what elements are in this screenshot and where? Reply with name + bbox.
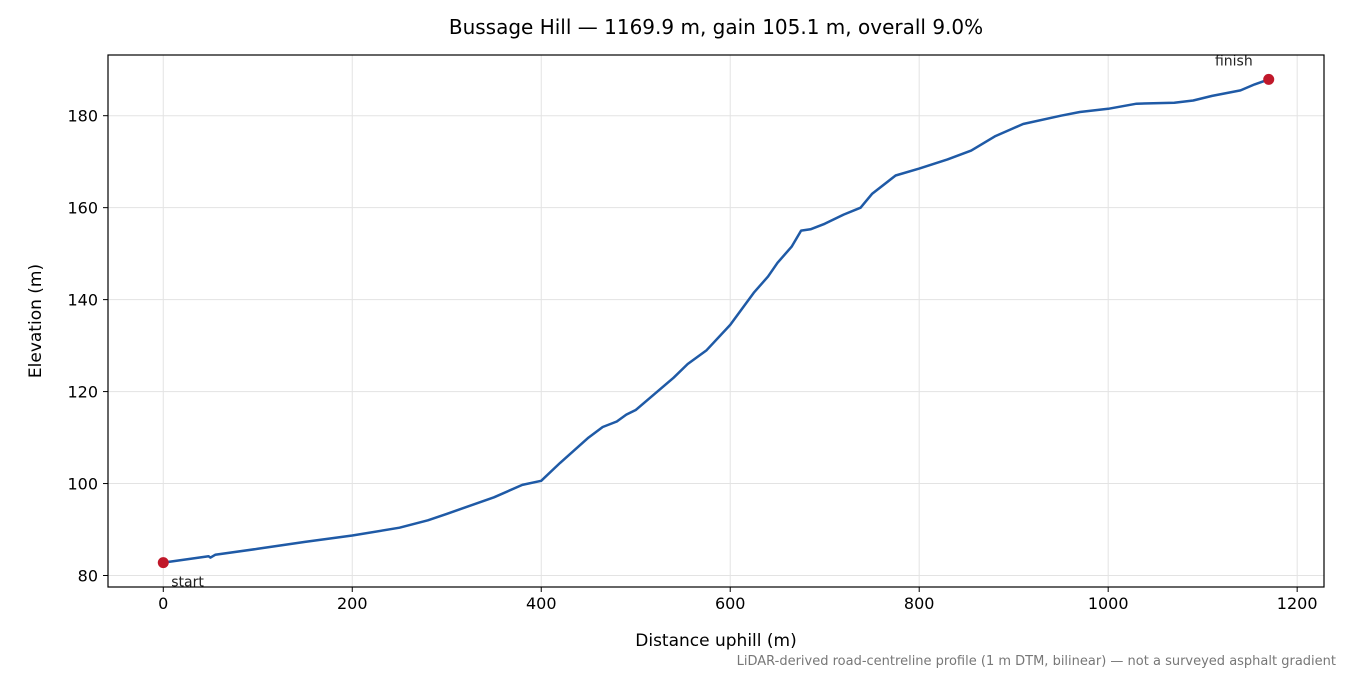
chart-title: Bussage Hill — 1169.9 m, gain 105.1 m, o…	[449, 15, 983, 39]
endpoint-marker	[1263, 73, 1275, 85]
x-tick-label: 0	[158, 594, 168, 613]
endpoint-annotation: finish	[1215, 53, 1253, 69]
x-tick-label: 1000	[1088, 594, 1129, 613]
footnote: LiDAR-derived road-centreline profile (1…	[737, 654, 1336, 669]
x-tick-label: 1200	[1277, 594, 1318, 613]
x-tick-label: 200	[337, 594, 368, 613]
y-tick-label: 160	[67, 199, 98, 218]
elevation-line	[163, 78, 1270, 564]
y-tick-label: 120	[67, 383, 98, 402]
y-tick-label: 100	[67, 475, 98, 494]
endpoint-marker	[157, 557, 169, 569]
x-tick-label: 400	[526, 594, 557, 613]
x-tick-label: 800	[904, 594, 935, 613]
x-tick-label: 600	[715, 594, 746, 613]
y-tick-label: 140	[67, 291, 98, 310]
y-tick-label: 180	[67, 107, 98, 126]
y-tick-label: 80	[78, 567, 98, 586]
y-axis-label: Elevation (m)	[26, 264, 46, 378]
plot-frame	[107, 54, 1325, 588]
endpoint-annotation: start	[171, 575, 204, 591]
x-axis-label: Distance uphill (m)	[635, 631, 796, 651]
